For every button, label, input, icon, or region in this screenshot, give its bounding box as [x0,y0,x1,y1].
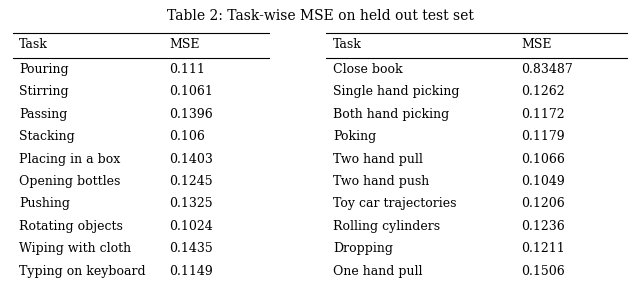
Text: Toy car trajectories: Toy car trajectories [333,197,456,211]
Text: Two hand push: Two hand push [333,175,429,188]
Text: 0.1435: 0.1435 [170,242,213,255]
Text: Stacking: Stacking [19,130,75,143]
Text: Pushing: Pushing [19,197,70,211]
Text: 0.1396: 0.1396 [170,108,213,121]
Text: 0.1325: 0.1325 [170,197,213,211]
Text: 0.1024: 0.1024 [170,220,213,233]
Text: 0.1262: 0.1262 [522,86,565,99]
Text: Poking: Poking [333,130,376,143]
Text: MSE: MSE [170,39,200,51]
Text: Rotating objects: Rotating objects [19,220,123,233]
Text: Dropping: Dropping [333,242,393,255]
Text: 0.1049: 0.1049 [522,175,565,188]
Text: Wiping with cloth: Wiping with cloth [19,242,131,255]
Text: 0.1206: 0.1206 [522,197,565,211]
Text: Opening bottles: Opening bottles [19,175,120,188]
Text: Task: Task [19,39,48,51]
Text: 0.1061: 0.1061 [170,86,214,99]
Text: 0.1403: 0.1403 [170,153,214,166]
Text: Passing: Passing [19,108,68,121]
Text: Close book: Close book [333,63,403,76]
Text: Table 2: Task-wise MSE on held out test set: Table 2: Task-wise MSE on held out test … [166,9,474,23]
Text: 0.1506: 0.1506 [522,265,565,278]
Text: Placing in a box: Placing in a box [19,153,120,166]
Text: 0.1149: 0.1149 [170,265,213,278]
Text: Stirring: Stirring [19,86,69,99]
Text: 0.1066: 0.1066 [522,153,566,166]
Text: 0.83487: 0.83487 [522,63,573,76]
Text: Typing on keyboard: Typing on keyboard [19,265,146,278]
Text: Rolling cylinders: Rolling cylinders [333,220,440,233]
Text: Both hand picking: Both hand picking [333,108,449,121]
Text: Pouring: Pouring [19,63,69,76]
Text: 0.1245: 0.1245 [170,175,213,188]
Text: 0.1172: 0.1172 [522,108,565,121]
Text: 0.111: 0.111 [170,63,205,76]
Text: 0.1236: 0.1236 [522,220,565,233]
Text: Two hand pull: Two hand pull [333,153,422,166]
Text: MSE: MSE [522,39,552,51]
Text: Single hand picking: Single hand picking [333,86,460,99]
Text: 0.106: 0.106 [170,130,205,143]
Text: One hand pull: One hand pull [333,265,422,278]
Text: 0.1211: 0.1211 [522,242,565,255]
Text: Task: Task [333,39,362,51]
Text: 0.1179: 0.1179 [522,130,565,143]
